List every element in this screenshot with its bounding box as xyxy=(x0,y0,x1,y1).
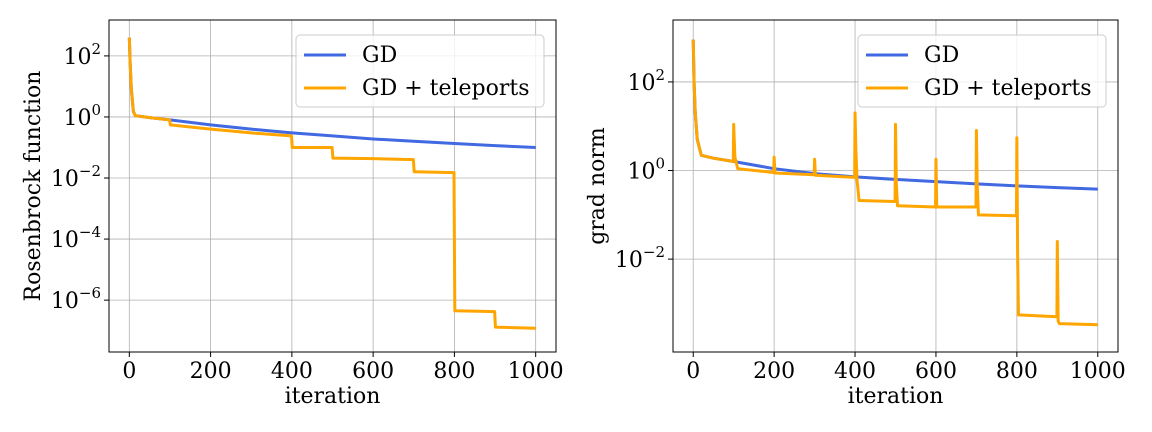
legend: GD GD + teleports xyxy=(857,34,1107,108)
chart-2: 0 200 400 600 800 1000 102 100 10−2 iteration grad… xyxy=(585,19,1126,409)
x-tick-label: 0 xyxy=(122,359,136,384)
legend-box xyxy=(295,34,545,108)
x-tick-label: 800 xyxy=(996,359,1038,384)
legend-box xyxy=(857,34,1107,108)
y-tick-label: 102 xyxy=(63,40,101,70)
plot-frame xyxy=(672,19,1119,353)
y-axis-label: grad norm xyxy=(585,127,610,245)
y-tick-label: 10−6 xyxy=(51,284,101,314)
legend-label-gd: GD xyxy=(924,43,959,68)
x-tick-label: 1000 xyxy=(508,359,564,384)
x-tick-label: 200 xyxy=(190,359,232,384)
y-tick-label: 10−4 xyxy=(51,223,101,253)
x-tick-label: 0 xyxy=(686,359,700,384)
x-tick-label: 400 xyxy=(271,359,313,384)
series-line-gd-teleports xyxy=(691,39,1098,327)
x-tick-label: 1000 xyxy=(1070,359,1126,384)
x-tick-label: 200 xyxy=(753,359,795,384)
plot-frame xyxy=(108,19,557,353)
x-tick-label: 600 xyxy=(915,359,957,384)
legend-label-gd: GD xyxy=(362,43,397,68)
x-tick-label: 400 xyxy=(834,359,876,384)
y-tick-label: 10−2 xyxy=(615,243,665,273)
legend-label-gd-teleports: GD + teleports xyxy=(362,76,530,101)
x-tick-label: 600 xyxy=(352,359,394,384)
x-tick-label: 800 xyxy=(433,359,475,384)
series-line-gd-teleports xyxy=(127,37,536,330)
y-tick-label: 10−2 xyxy=(51,162,101,192)
chart-1: 0 200 400 600 800 1000 102 100 10−2 10−4 10−6 itera… xyxy=(21,19,564,409)
x-axis-label: iteration xyxy=(848,384,944,409)
y-tick-label: 100 xyxy=(63,101,101,131)
legend: GD GD + teleports xyxy=(295,34,545,108)
y-tick-label: 102 xyxy=(627,66,665,96)
legend-label-gd-teleports: GD + teleports xyxy=(924,76,1092,101)
y-tick-label: 100 xyxy=(627,155,665,185)
x-axis-label: iteration xyxy=(285,384,381,409)
y-axis-label: Rosenbrock function xyxy=(21,71,46,302)
